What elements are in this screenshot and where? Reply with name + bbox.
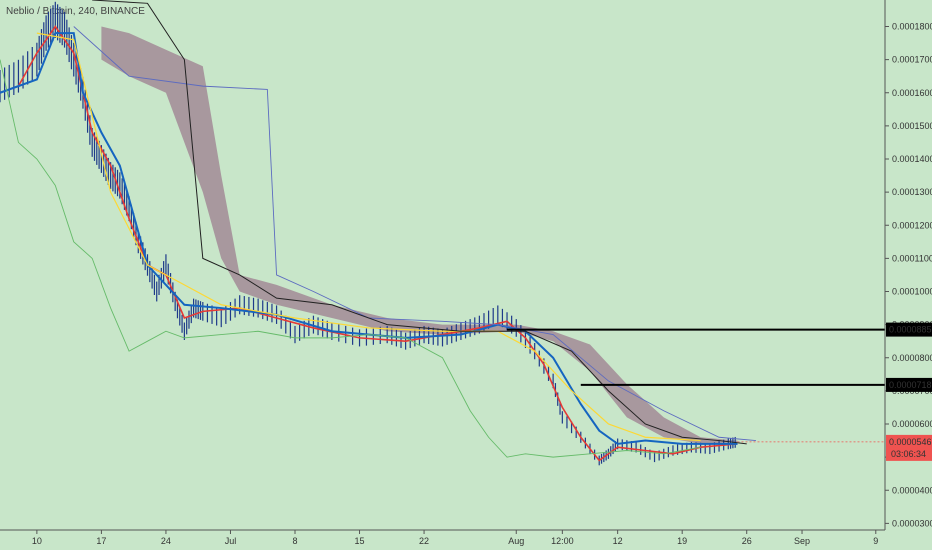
bar-countdown-label: 03:06:34 (891, 449, 926, 459)
current-price-label: 0.0000546 (889, 437, 932, 447)
x-tick-label: 24 (161, 536, 171, 546)
y-tick-label: 0.0001500 (892, 121, 932, 131)
x-tick-label: 19 (677, 536, 687, 546)
series-purple-line (73, 26, 756, 442)
x-tick-label: 17 (96, 536, 106, 546)
price-axis[interactable] (885, 0, 932, 550)
series-black-line (92, 0, 747, 445)
symbol-title: Neblio / Bitcoin, 240, BINANCE (6, 6, 145, 17)
y-tick-label: 0.0000600 (892, 419, 932, 429)
x-tick-label: 15 (355, 536, 365, 546)
current-price-badge (886, 434, 932, 461)
y-tick-label: 0.0000800 (892, 353, 932, 363)
y-tick-label: 0.0001000 (892, 287, 932, 297)
x-tick-label: 12 (613, 536, 623, 546)
x-tick-label: 12:00 (551, 536, 574, 546)
x-tick-label: 10 (32, 536, 42, 546)
y-tick-label: 0.0001800 (892, 22, 932, 32)
y-tick-label: 0.0001200 (892, 220, 932, 230)
x-tick-label: Jul (225, 536, 237, 546)
y-tick-label: 0.0001300 (892, 187, 932, 197)
y-tick-label: 0.0001700 (892, 55, 932, 65)
series-conversion-line (0, 25, 738, 462)
ichimoku-cloud (101, 26, 738, 444)
y-tick-label: 0.0001600 (892, 88, 932, 98)
x-tick-label: 9 (873, 536, 878, 546)
level-price-label: 0.0000718 (889, 380, 932, 390)
x-tick-label: Aug (508, 536, 524, 546)
level-price-badge (886, 322, 932, 337)
series-base-line (0, 32, 738, 445)
y-tick-label: 0.0000300 (892, 518, 932, 528)
level-price-badge (886, 377, 932, 392)
y-tick-label: 0.0001100 (892, 253, 932, 263)
x-tick-label: 22 (419, 536, 429, 546)
x-tick-label: 26 (742, 536, 752, 546)
series-lagging-line (0, 59, 701, 458)
y-tick-label: 0.0001400 (892, 154, 932, 164)
x-tick-label: 8 (292, 536, 297, 546)
level-price-label: 0.0000885 (889, 325, 932, 335)
y-tick-label: 0.0000400 (892, 485, 932, 495)
series-yellow-line (36, 32, 701, 442)
x-tick-label: Sep (794, 536, 810, 546)
